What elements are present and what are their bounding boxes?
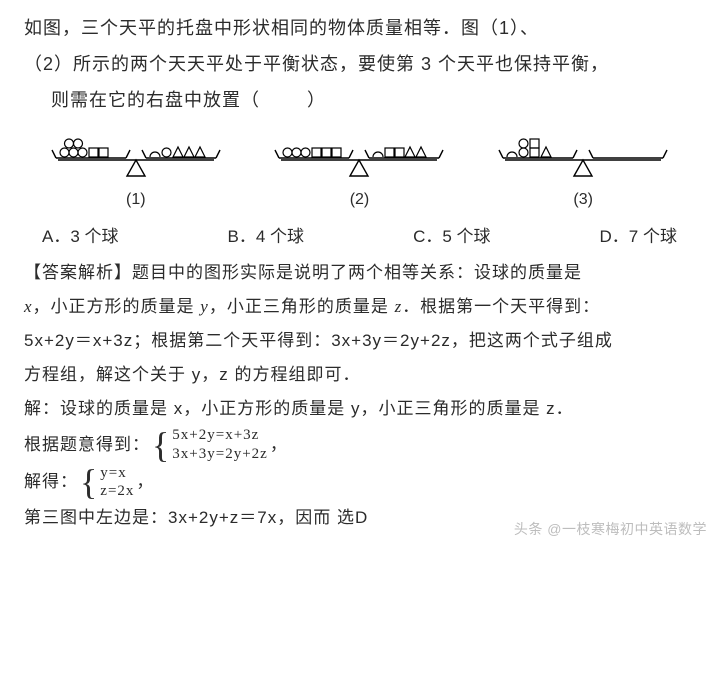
figure-3-label: (3) — [573, 184, 593, 216]
figure-2-label: (2) — [350, 184, 370, 216]
sol-p2-y: y — [200, 297, 209, 316]
problem-line-3a: 则需在它的右盘中放置（ — [51, 90, 260, 110]
sol-p6-lead: 根据题意得到： — [24, 428, 150, 462]
options-row: A．3 个球 B．4 个球 C．5 个球 D．7 个球 — [24, 220, 695, 254]
solution-p5: 解：设球的质量是 x，小正方形的质量是 y，小正三角形的质量是 z． — [24, 392, 695, 426]
figure-3: (3) — [493, 124, 673, 216]
figure-1: (1) — [46, 124, 226, 216]
brace-icon: { — [80, 464, 98, 500]
figure-2: (2) — [269, 124, 449, 216]
solution-p6: 根据题意得到： { 5x+2y=x+3z 3x+3y=2y+2z ， — [24, 426, 695, 464]
sol-p2-b: ，小正方形的质量是 — [33, 297, 201, 316]
sol-p7-tail: ， — [136, 465, 154, 499]
solution-p2: x，小正方形的质量是 y，小正三角形的质量是 z．根据第一个天平得到： — [24, 290, 695, 324]
option-b: B．4 个球 — [228, 220, 305, 254]
sol-p2-f: ．根据第一个天平得到： — [402, 297, 600, 316]
figures-row: (1) (2) (3) — [24, 124, 695, 216]
option-d: D．7 个球 — [600, 220, 677, 254]
sol-p2-d: ，小正三角形的质量是 — [209, 297, 395, 316]
sol-p2-x: x — [24, 297, 33, 316]
figure-1-label: (1) — [126, 184, 146, 216]
brace-icon: { — [152, 427, 170, 463]
scale-3-svg — [493, 124, 673, 180]
problem-line-2: （2）所示的两个天天平处于平衡状态，要使第 3 个天平也保持平衡， — [24, 46, 695, 82]
problem-line-1: 如图，三个天平的托盘中形状相同的物体质量相等．图（1）、 — [24, 10, 695, 46]
sol-p6-tail: ， — [270, 428, 288, 462]
solution-p7: 解得： { y=x z=2x ， — [24, 464, 695, 502]
sys2-row2: z=2x — [100, 482, 134, 501]
option-c: C．5 个球 — [413, 220, 490, 254]
solution-p1: 【答案解析】题目中的图形实际是说明了两个相等关系：设球的质量是 — [24, 256, 695, 290]
sys2-row1: y=x — [100, 464, 134, 483]
problem-line-3b: ） — [307, 90, 326, 110]
equation-system-1: { 5x+2y=x+3z 3x+3y=2y+2z — [152, 426, 268, 464]
problem-statement: 如图，三个天平的托盘中形状相同的物体质量相等．图（1）、 （2）所示的两个天天平… — [24, 10, 695, 118]
scale-1-svg — [46, 124, 226, 180]
solution-p4: 方程组，解这个关于 y，z 的方程组即可． — [24, 358, 695, 392]
solution-body: 【答案解析】题目中的图形实际是说明了两个相等关系：设球的质量是 x，小正方形的质… — [24, 256, 695, 535]
sys1-row1: 5x+2y=x+3z — [172, 426, 268, 445]
answer-blank — [260, 90, 307, 110]
solution-p8: 第三图中左边是：3x+2y+z＝7x，因而 选D — [24, 501, 695, 535]
scale-2-svg — [269, 124, 449, 180]
sol-p7-lead: 解得： — [24, 465, 78, 499]
problem-line-3: 则需在它的右盘中放置（ ） — [24, 82, 695, 118]
sys1-row2: 3x+3y=2y+2z — [172, 445, 268, 464]
equation-system-2: { y=x z=2x — [80, 464, 134, 502]
option-a: A．3 个球 — [42, 220, 119, 254]
solution-p3: 5x+2y＝x+3z；根据第二个天平得到：3x+3y＝2y+2z，把这两个式子组… — [24, 324, 695, 358]
